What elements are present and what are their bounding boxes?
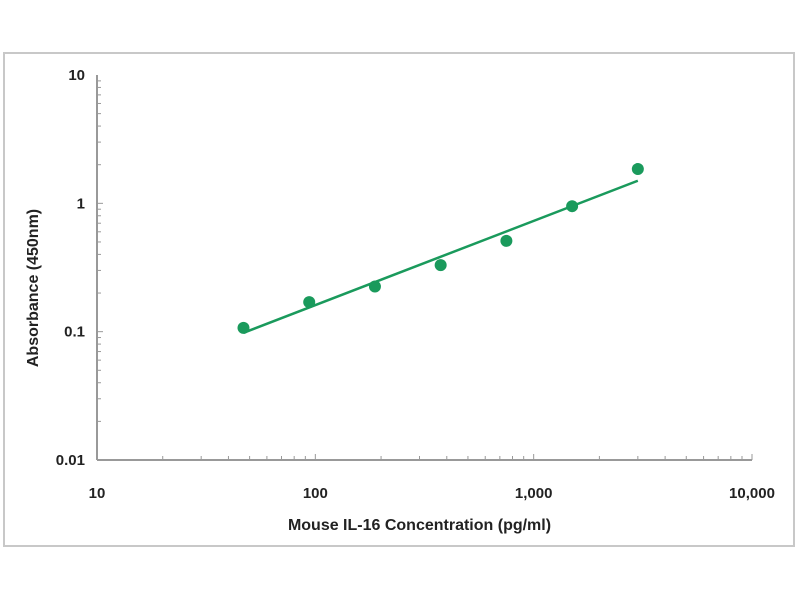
x-tick-label: 100 bbox=[303, 485, 328, 502]
data-point bbox=[303, 296, 316, 309]
data-point bbox=[566, 200, 579, 213]
y-tick-label: 0.01 bbox=[56, 452, 85, 469]
data-point bbox=[368, 280, 381, 293]
data-point bbox=[631, 163, 644, 176]
x-axis-label: Mouse IL-16 Concentration (pg/ml) bbox=[288, 517, 551, 534]
x-tick-label: 10,000 bbox=[729, 485, 775, 502]
chart-frame bbox=[3, 52, 795, 547]
data-point bbox=[434, 259, 447, 272]
y-tick-label: 1 bbox=[77, 195, 85, 212]
y-tick-label: 0.1 bbox=[64, 324, 85, 341]
x-tick-label: 1,000 bbox=[515, 485, 553, 502]
data-point bbox=[500, 234, 513, 247]
data-point bbox=[237, 321, 250, 334]
y-axis-label: Absorbance (450nm) bbox=[25, 209, 42, 367]
y-tick-label: 10 bbox=[68, 67, 85, 84]
fit-line bbox=[243, 179, 639, 334]
x-tick-label: 10 bbox=[89, 485, 106, 502]
